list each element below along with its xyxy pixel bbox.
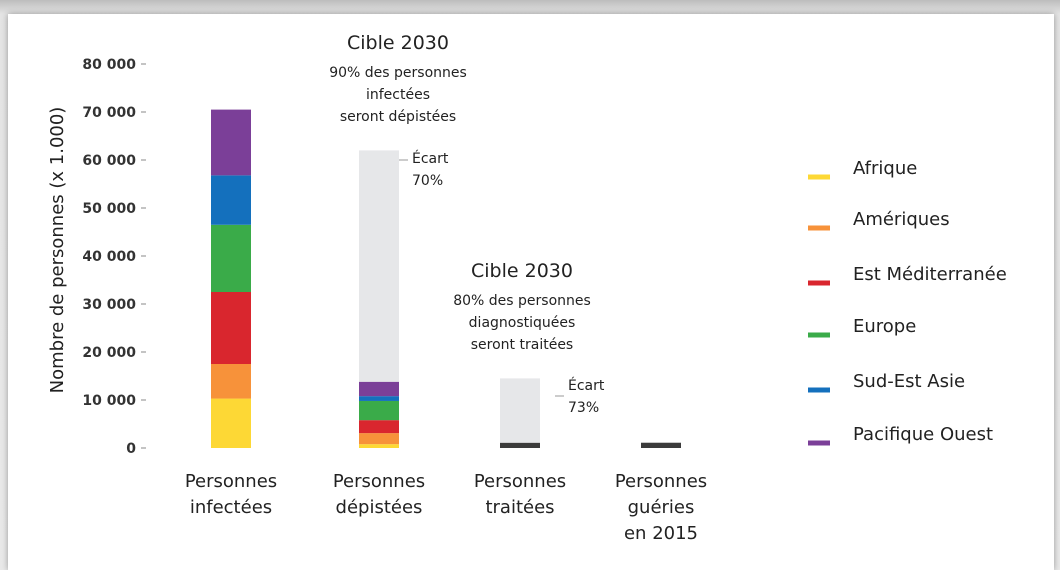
gap-label: Écart 70% [412, 151, 449, 189]
y-tick-label: 50 000 [82, 201, 136, 217]
y-tick-label: 20 000 [82, 345, 136, 361]
x-tick-label: Personnes dépistées [332, 471, 426, 518]
bar-segment [500, 378, 540, 443]
y-axis-label: Nombre de personnes (x 1.000) [47, 106, 68, 394]
bar-segment [211, 109, 251, 176]
y-tick-label: 0 [126, 441, 136, 457]
bar-segment [211, 224, 251, 292]
bar-segment [359, 150, 399, 382]
legend-label: Sud-Est Asie [853, 371, 965, 392]
bar-segment [211, 292, 251, 364]
legend-label: Amériques [853, 209, 950, 230]
annotation-text: 80% des personnes diagnostiquées seront … [453, 293, 591, 353]
bar-segment [359, 420, 399, 434]
y-tick-label: 30 000 [82, 297, 136, 313]
gap-label: Écart 73% [568, 378, 605, 416]
legend-label: Est Méditerranée [853, 264, 1007, 285]
bar-segment [211, 364, 251, 399]
bar-segment [359, 444, 399, 448]
annotation-text: 90% des personnes infectées seront dépis… [329, 65, 467, 125]
bar-segment [359, 400, 399, 421]
bar-segment [359, 396, 399, 401]
y-tick-label: 60 000 [82, 153, 136, 169]
x-tick-label: Personnes guéries en 2015 [614, 471, 708, 544]
annotation-title: Cible 2030 [347, 32, 449, 54]
y-tick-label: 40 000 [82, 249, 136, 265]
y-tick-label: 10 000 [82, 393, 136, 409]
bar-segment [359, 433, 399, 445]
x-tick-label: Personnes traitées [473, 471, 567, 518]
y-tick-label: 70 000 [82, 105, 136, 121]
y-tick-label: 80 000 [82, 57, 136, 73]
bar-segment [641, 442, 681, 448]
bar-segment [211, 175, 251, 225]
bar-segment [500, 442, 540, 448]
x-tick-label: Personnes infectées [184, 471, 278, 518]
bar-segment [211, 398, 251, 448]
chart: 0 10 000 20 000 30 000 40 000 50 000 60 000 70 … [82, 57, 1007, 457]
legend-label: Pacifique Ouest [853, 424, 993, 445]
annotation-title: Cible 2030 [471, 260, 573, 282]
bar-segment [359, 381, 399, 397]
chart-card: 0 10 000 20 000 30 000 40 000 50 000 60 000 70 … [8, 14, 1054, 570]
legend-label: Europe [853, 316, 916, 337]
legend-label: Afrique [853, 158, 917, 179]
